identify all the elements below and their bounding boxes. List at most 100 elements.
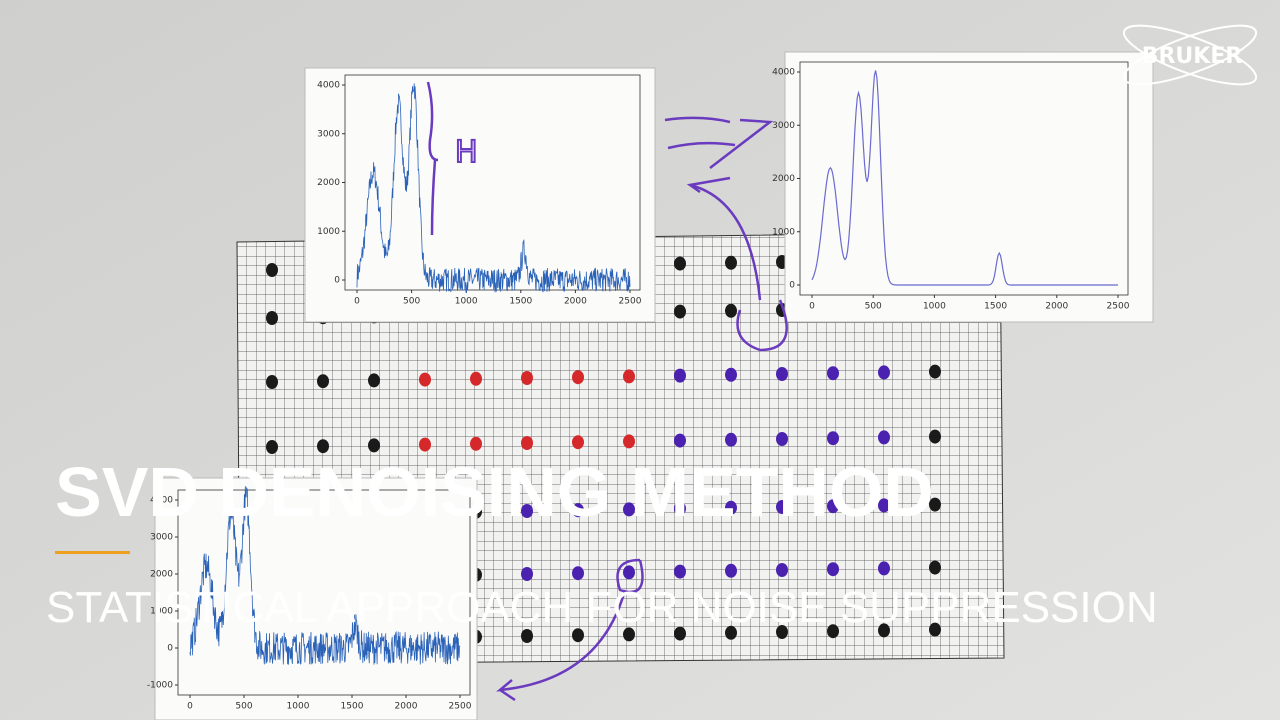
- x-tick-label: 1500: [341, 702, 364, 712]
- x-tick-label: 2500: [449, 702, 472, 712]
- dot: [674, 501, 686, 516]
- y-tick-label: 2000: [317, 178, 340, 188]
- dot: [776, 432, 788, 446]
- dot: [827, 499, 839, 514]
- arrow: [496, 558, 644, 702]
- y-tick-label: 1000: [317, 227, 340, 237]
- plot: 0 1000 2000 3000 4000 0 500 1000 1500 2000 2500: [304, 67, 656, 323]
- x-tick-label: 0: [187, 702, 193, 712]
- dot: [266, 440, 278, 454]
- y-tick-label: 4000: [150, 496, 173, 506]
- y-tick-label: 0: [167, 644, 173, 654]
- dot: [725, 625, 737, 640]
- x-tick-label: 1000: [287, 702, 310, 712]
- dot: [674, 626, 686, 641]
- dot: [929, 560, 941, 575]
- dot: [929, 364, 941, 379]
- dot: [776, 563, 788, 577]
- dot: [878, 623, 890, 638]
- dot: [521, 629, 533, 643]
- spectrum-line: [189, 486, 461, 665]
- dot: [674, 368, 686, 383]
- x-tick-label: 2000: [1045, 302, 1068, 312]
- dot: [725, 367, 737, 382]
- dot: [827, 562, 839, 577]
- dot: [419, 437, 431, 452]
- dot: [725, 432, 737, 447]
- x-tick-label: 2000: [564, 297, 587, 307]
- bracket: [426, 81, 439, 236]
- x-tick-label: 1000: [455, 297, 478, 307]
- accent-line: [55, 551, 130, 554]
- dot: [929, 622, 941, 637]
- dot: [776, 625, 788, 639]
- dot: [623, 627, 635, 642]
- y-tick-label: 3000: [772, 121, 795, 131]
- spectrum-line: [356, 83, 631, 293]
- dot: [521, 504, 533, 518]
- dot: [572, 566, 584, 581]
- dot: [878, 561, 890, 576]
- dot: [470, 371, 482, 386]
- dot: [623, 369, 635, 384]
- dot: [521, 567, 533, 581]
- dot: [776, 367, 788, 381]
- dot: [776, 500, 788, 514]
- dot: [317, 374, 329, 389]
- x-tick-label: 2500: [1107, 302, 1130, 312]
- plot-paper: [784, 51, 1154, 323]
- dot: [521, 371, 533, 385]
- dot: [725, 563, 737, 578]
- dot: [623, 434, 635, 449]
- x-tick-label: 500: [403, 297, 420, 307]
- dot: [827, 624, 839, 639]
- logo-orbit: [1122, 24, 1258, 86]
- dot: [674, 564, 686, 579]
- dot: [266, 375, 278, 389]
- dot: [725, 303, 737, 318]
- dot: [878, 498, 890, 513]
- dot: [674, 433, 686, 448]
- dot: [572, 628, 584, 643]
- circle: [736, 299, 788, 352]
- dot: [470, 436, 482, 451]
- dot: [623, 565, 635, 580]
- dot: [878, 430, 890, 445]
- y-tick-label: 4000: [772, 68, 795, 78]
- y-tick-label: -1000: [147, 681, 173, 691]
- plot: -1000 0 1000 2000 3000 4000 0 500 1000 1500 2000 25…: [147, 477, 478, 720]
- dot: [266, 311, 278, 325]
- y-tick-label: 3000: [317, 129, 340, 139]
- dot: [419, 372, 431, 387]
- arrow: [686, 176, 762, 301]
- dot: [572, 503, 584, 518]
- annotations: [426, 81, 788, 702]
- x-tick-label: 0: [354, 297, 360, 307]
- y-tick-label: 1000: [772, 227, 795, 237]
- arrow: [664, 116, 774, 169]
- x-tick-label: 2000: [395, 702, 418, 712]
- x-tick-label: 2500: [619, 297, 642, 307]
- plot-frame: [177, 489, 471, 696]
- dot: [317, 439, 329, 454]
- x-tick-label: 500: [235, 702, 252, 712]
- plot: 0 1000 2000 3000 4000 0 500 1000 1500 2000 2500: [772, 51, 1154, 323]
- dot: [827, 366, 839, 381]
- dot: [368, 438, 380, 453]
- dot: [725, 255, 737, 270]
- dot: [674, 304, 686, 319]
- subtitle: STATISTICAL APPROACH FOR NOISE SUPPRESSI…: [46, 583, 1158, 632]
- dot: [572, 435, 584, 450]
- y-tick-label: 0: [789, 281, 795, 291]
- dot: [266, 263, 278, 277]
- dot: [572, 370, 584, 385]
- logo-orbit: [1122, 24, 1258, 86]
- dot: [623, 502, 635, 517]
- y-tick-label: 1000: [150, 607, 173, 617]
- title: SVD DENOISING METHOD: [55, 453, 934, 531]
- dot: [368, 373, 380, 388]
- y-tick-label: 2000: [772, 174, 795, 184]
- x-tick-label: 1500: [509, 297, 532, 307]
- dot: [725, 500, 737, 515]
